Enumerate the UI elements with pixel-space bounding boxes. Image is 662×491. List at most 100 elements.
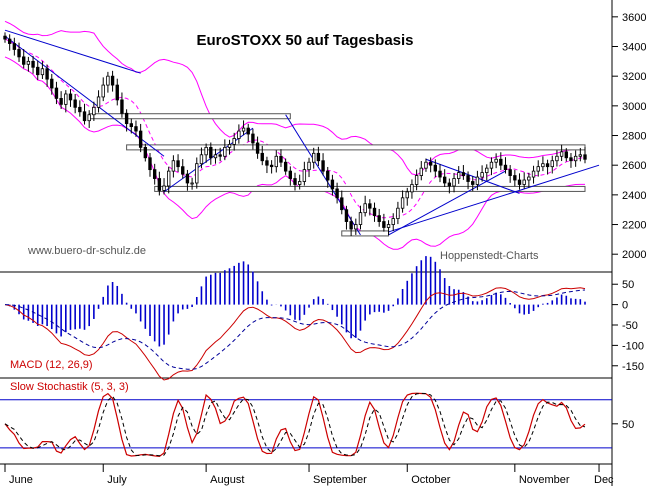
candle-body xyxy=(199,154,204,165)
macd-y-tick-label: -150 xyxy=(622,361,644,373)
price-y-tick-label: 2200 xyxy=(622,220,646,232)
month-axis: June July August September October November De… xyxy=(4,464,614,486)
macd-y-tick-label: 0 xyxy=(622,300,628,312)
candle-body xyxy=(344,209,349,222)
candle-body xyxy=(269,164,274,168)
candle-body xyxy=(405,191,409,199)
candle-body xyxy=(274,155,278,168)
candle-body xyxy=(559,151,564,157)
bollinger-upper-line xyxy=(4,20,586,176)
candle-body xyxy=(316,152,321,162)
candle-body xyxy=(82,111,87,122)
candle-body xyxy=(494,158,498,163)
price-y-tick-label: 2000 xyxy=(622,249,646,261)
candle-body xyxy=(96,96,101,108)
candle-body xyxy=(36,66,40,76)
candle-body xyxy=(92,106,96,116)
candle-body xyxy=(31,60,35,68)
candle-body xyxy=(527,176,531,181)
candle-body xyxy=(400,197,405,209)
trend-line xyxy=(388,164,600,233)
candle-body xyxy=(330,179,335,190)
candle-body xyxy=(167,170,171,187)
candle-body xyxy=(485,167,489,174)
stoch-lines xyxy=(4,392,586,458)
candle-body xyxy=(368,203,372,209)
candle-body xyxy=(232,138,236,145)
candle-body xyxy=(475,176,480,185)
trend-line xyxy=(4,29,141,74)
candle-body xyxy=(181,166,185,175)
candle-body xyxy=(110,75,115,86)
candle-body xyxy=(550,160,554,168)
candle-body xyxy=(517,179,522,185)
macd-lines xyxy=(4,287,586,381)
candle-body xyxy=(438,170,442,178)
candle-body xyxy=(573,155,578,162)
macd-y-tick-label: -100 xyxy=(622,340,644,352)
candle-body xyxy=(391,218,395,225)
candle-body xyxy=(260,152,264,162)
price-candles xyxy=(3,32,587,236)
candle-body xyxy=(152,169,157,179)
macd-y-ticks: 50 0 -50 -100 -150 xyxy=(612,279,644,373)
watermark-text: www.buero-dr-schulz.de xyxy=(27,245,146,257)
candle-body xyxy=(176,160,180,168)
source-label: Hoppenstedt-Charts xyxy=(440,250,539,262)
candle-body xyxy=(251,133,255,144)
candle-body xyxy=(312,152,316,163)
candle-body xyxy=(54,87,59,99)
candle-body xyxy=(302,169,307,182)
candle-body xyxy=(26,60,31,65)
candle-body xyxy=(410,184,414,193)
candle-body xyxy=(171,160,176,172)
candle-body xyxy=(555,155,559,162)
candle-body xyxy=(293,178,297,185)
candle-body xyxy=(129,123,133,128)
moving-average-line xyxy=(4,38,586,219)
candle-body xyxy=(297,181,302,185)
support-resistance-band xyxy=(341,230,390,237)
candle-body xyxy=(157,178,162,191)
support-resistance-band xyxy=(126,144,586,151)
macd-histogram xyxy=(8,256,586,347)
stoch-y-ticks: 50 xyxy=(612,419,634,431)
candle-body xyxy=(578,154,583,157)
candle-body xyxy=(363,203,367,214)
candle-body xyxy=(120,99,124,114)
candle-body xyxy=(223,146,227,157)
candle-body xyxy=(414,175,419,185)
candle-body xyxy=(227,144,232,148)
stoch-title: Slow Stochastik (5, 3, 3) xyxy=(10,381,129,393)
candle-body xyxy=(204,146,208,156)
candle-body xyxy=(545,163,550,168)
macd-y-tick-label: -50 xyxy=(622,320,638,332)
candle-body xyxy=(442,176,447,184)
candle-body xyxy=(321,160,325,172)
candle-body xyxy=(522,179,526,185)
price-chart-title: EuroSTOXX 50 auf Tagesbasis xyxy=(196,32,413,49)
month-label: June xyxy=(9,474,33,486)
candle-body xyxy=(45,68,49,80)
candle-body xyxy=(569,157,573,162)
support-resistance-band xyxy=(88,113,291,120)
candle-body xyxy=(185,173,190,184)
candle-body xyxy=(382,221,386,228)
trend-line xyxy=(388,170,506,236)
price-y-tick-label: 2800 xyxy=(622,131,646,143)
candle-body xyxy=(471,181,475,185)
candle-body xyxy=(78,106,82,113)
price-y-tick-label: 3400 xyxy=(622,42,646,54)
candle-body xyxy=(386,224,391,228)
candle-body xyxy=(326,170,330,181)
candle-body xyxy=(335,188,339,199)
candle-body xyxy=(541,163,545,168)
candle-body xyxy=(68,93,73,101)
candle-body xyxy=(396,207,400,219)
month-label: July xyxy=(107,474,127,486)
candle-body xyxy=(531,170,536,178)
candle-body xyxy=(241,127,246,132)
month-label: Dec xyxy=(594,474,614,486)
candle-body xyxy=(73,99,77,108)
